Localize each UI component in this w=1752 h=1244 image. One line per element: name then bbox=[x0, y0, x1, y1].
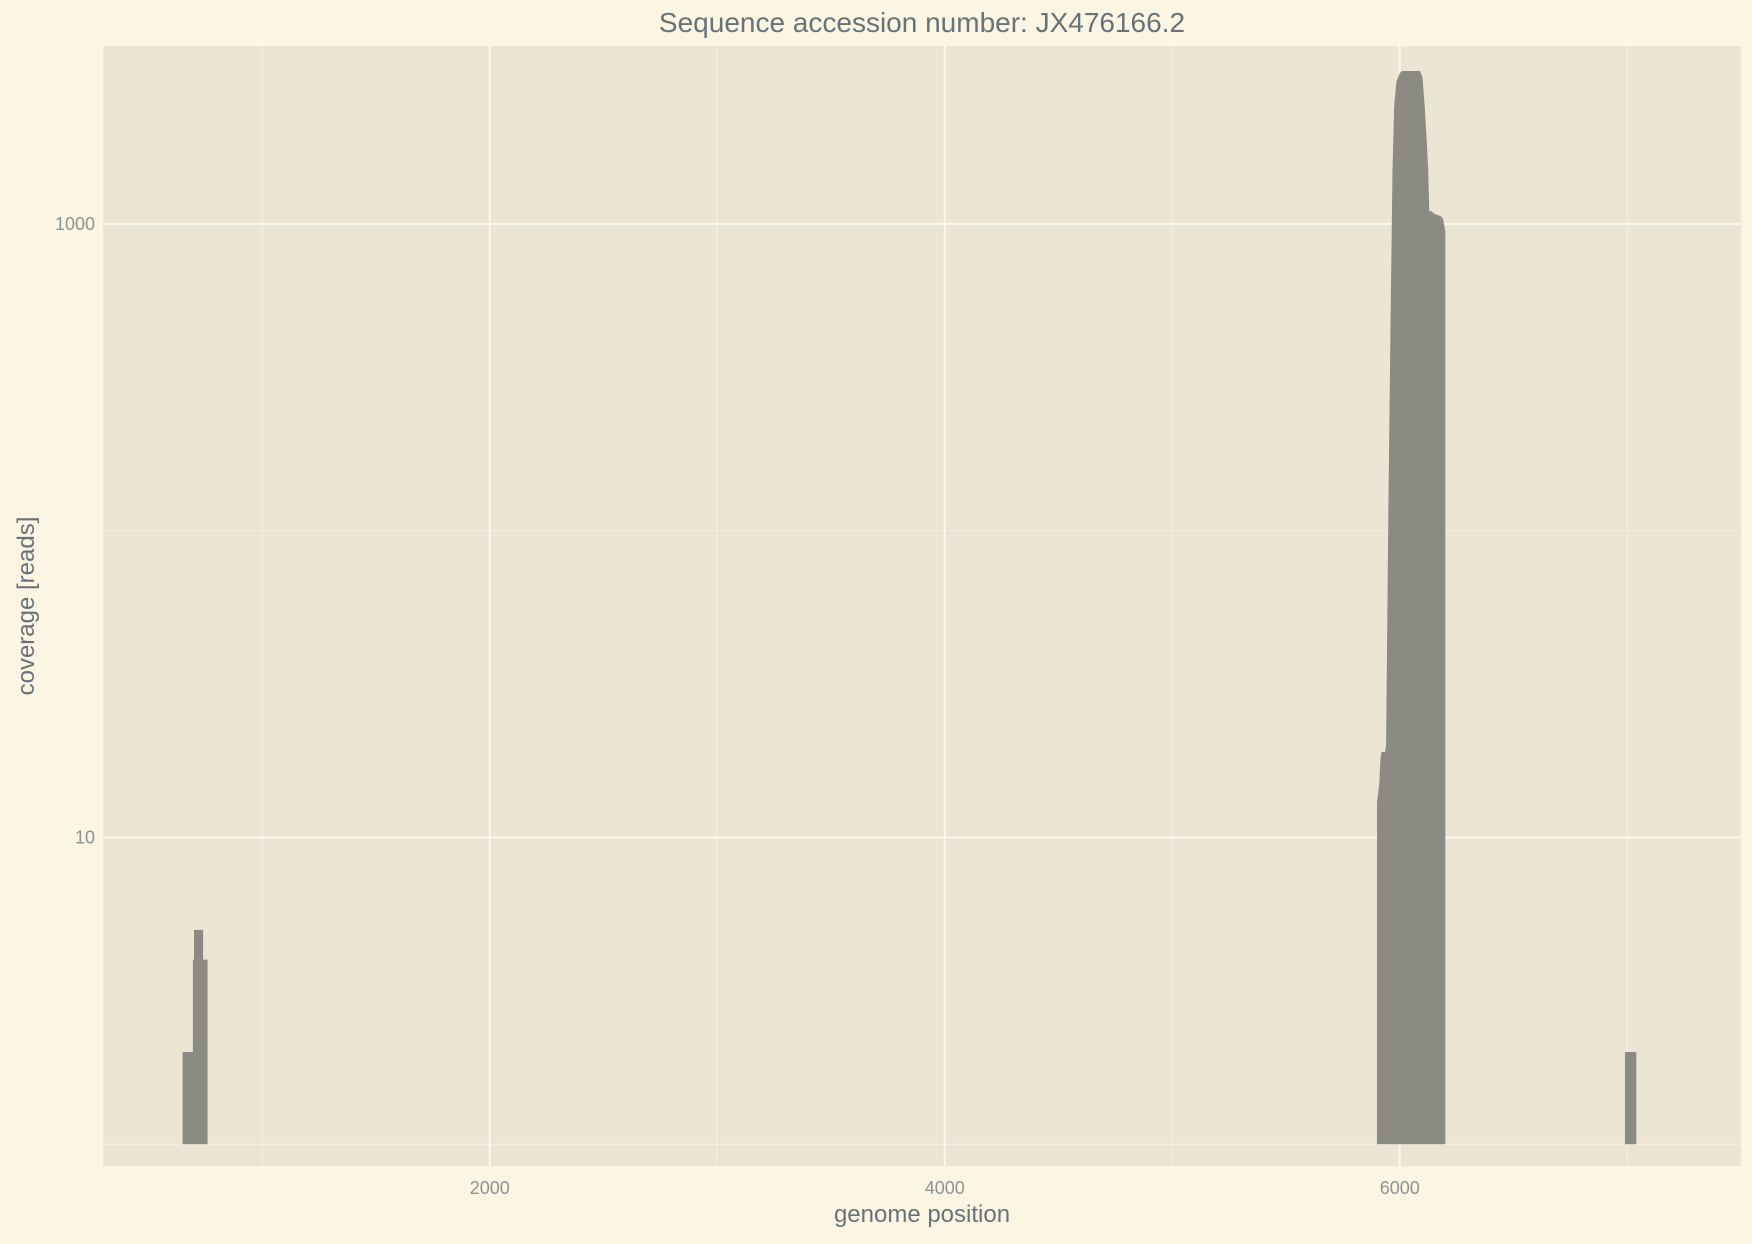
y-axis-title: coverage [reads] bbox=[13, 517, 40, 696]
x-tick-label: 4000 bbox=[925, 1178, 965, 1198]
chart-title: Sequence accession number: JX476166.2 bbox=[659, 7, 1185, 38]
y-tick-label: 1000 bbox=[55, 214, 95, 234]
plot-background bbox=[103, 46, 1741, 1166]
coverage-area bbox=[1625, 1052, 1637, 1145]
y-tick-label: 10 bbox=[75, 828, 95, 848]
coverage-area bbox=[182, 929, 208, 1145]
coverage-area bbox=[1377, 71, 1446, 1145]
x-tick-label: 2000 bbox=[470, 1178, 510, 1198]
x-tick-label: 6000 bbox=[1380, 1178, 1420, 1198]
x-axis-title: genome position bbox=[834, 1201, 1010, 1228]
